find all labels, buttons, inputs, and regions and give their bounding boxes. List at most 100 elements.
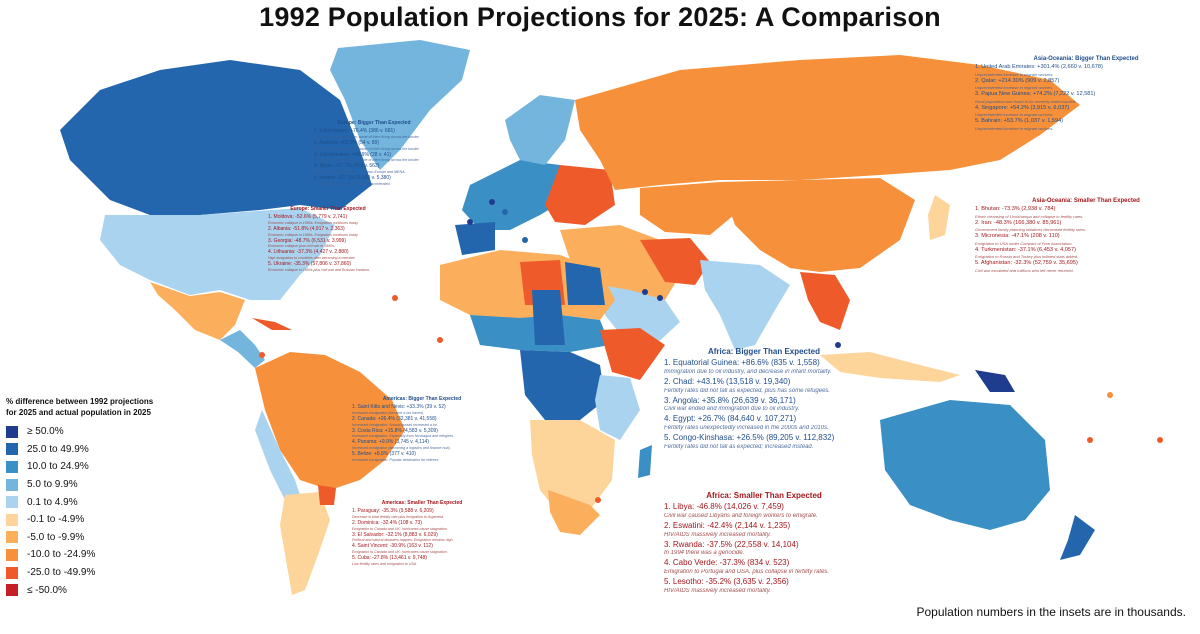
inset-entry-note: Fertility rates did not fall as expected… <box>664 387 831 394</box>
inset-entry: 1. Bhutan: -73.3% (2,938 v. 784) <box>975 206 1056 212</box>
region-usa <box>100 208 335 300</box>
inset-entry: 5. Ukraine: -35.3% (57,806 v. 37,860) <box>268 261 352 267</box>
inset-entry-note: Civil war ended and immigration due to o… <box>664 406 800 413</box>
inset-title: Americas: Smaller Than Expected <box>381 500 463 506</box>
inset-title: Americas: Bigger Than Expected <box>382 396 462 402</box>
legend-item: -0.1 to -4.9% <box>6 511 156 529</box>
inset-entry: 2. Dominica: -32.4% (108 v. 73) <box>352 519 422 526</box>
inset-entry-note: Increased immigration. Annual quotas inc… <box>352 422 438 427</box>
legend-label: -5.0 to -9.9% <box>27 531 85 543</box>
inset-entry: 5. Afghanistan: -32.3% (52,759 v. 35,695… <box>975 260 1078 267</box>
region-southeast-asia <box>800 272 850 330</box>
legend-title-line1: % difference between 1992 projections <box>6 397 154 406</box>
region-eastern-europe <box>545 165 615 225</box>
legend-label: -25.0 to -49.9% <box>27 567 96 579</box>
dot-small-country <box>595 497 601 503</box>
inset-entry-note: Low fertility rates and emigration to US… <box>352 561 418 566</box>
legend-title-line2: for 2025 and actual population in 2025 <box>6 408 151 417</box>
inset-entry-note: High emigration to countries after becom… <box>268 256 356 260</box>
legend-swatch <box>6 478 18 491</box>
inset-entry: 2. Albania: -51.8% (4,917 v. 2,363) <box>268 225 345 232</box>
inset-entry-note: Unprecedented immigration from non-Europ… <box>314 170 406 174</box>
inset-entry: 5. Cuba: -27.8% (13,461 v. 9,748) <box>352 555 427 561</box>
legend-item: ≤ -50.0% <box>6 581 156 599</box>
dot-small-country <box>259 352 265 358</box>
region-iran <box>640 238 710 285</box>
inset-title: Asia-Oceania: Smaller Than Expected <box>1032 198 1140 204</box>
region-greenland <box>330 40 470 170</box>
inset-entry-note: Emigration to USA under Compact of Free … <box>975 240 1073 246</box>
inset-entry: 2. Chad: +43.1% (13,518 v. 19,340) <box>664 376 791 386</box>
inset-entry: 3. El Salvador: -32.1% (8,883 v. 6,029) <box>352 531 438 538</box>
inset-entry: 5. Congo-Kinshasa: +26.5% (89,205 v. 112… <box>664 433 835 443</box>
region-peru-bolivia <box>255 410 300 500</box>
legend-swatch <box>6 496 18 509</box>
inset-americas-smaller: Americas: Smaller Than Expected 1. Parag… <box>352 500 492 567</box>
legend-swatch <box>6 531 18 544</box>
inset-entry: 5. Lesotho: -35.2% (3,635 v. 2,356) <box>664 577 789 587</box>
inset-entry: 1. United Arab Emirates: +301.4% (2,660 … <box>975 64 1103 70</box>
inset-title: Africa: Bigger Than Expected <box>707 347 821 356</box>
legend-rows: ≥ 50.0% 25.0 to 49.9% 10.0 to 24.9% 5.0 to … <box>6 423 156 599</box>
legend-item: -25.0 to -49.9% <box>6 564 156 582</box>
region-scandinavia <box>505 95 575 165</box>
dot-small-country <box>502 209 508 215</box>
inset-entry-note: Unprecedented increase in migrant worker… <box>975 71 1054 77</box>
dot-small-country <box>1087 437 1093 443</box>
region-south-asia <box>700 260 790 350</box>
inset-entry: 3. Liechtenstein: +46.9% (28 v. 41) <box>314 151 392 158</box>
inset-africa-bigger: Africa: Bigger Than Expected 1. Equatori… <box>664 347 864 452</box>
inset-entries: 1. Bhutan: -73.3% (2,938 v. 784) Ethnic c… <box>975 206 1197 273</box>
inset-entry-note: Civil war caused Libyans and foreign wor… <box>664 512 818 519</box>
region-central-america <box>220 330 265 368</box>
footnote: Population numbers in the insets are in … <box>916 605 1186 619</box>
region-south-america-north <box>255 352 405 490</box>
inset-entries: 1. Saint Kitts and Nevis: +33.3% (39 v. … <box>352 404 492 462</box>
inset-entry-note: Magnet for foreign workers; some of them… <box>314 158 420 163</box>
legend-label: 5.0 to 9.9% <box>27 479 78 491</box>
legend-item: 0.1 to 4.9% <box>6 493 156 511</box>
region-horn <box>600 328 665 380</box>
region-mexico <box>150 282 245 340</box>
inset-asia-bigger: Asia-Oceania: Bigger Than Expected 1. Un… <box>975 56 1197 132</box>
region-canada <box>60 60 372 215</box>
inset-entry-note: Emigration slowed and immigration accele… <box>314 181 391 186</box>
legend: % difference between 1992 projections fo… <box>6 396 156 599</box>
inset-title: Europe: Smaller Than Expected <box>290 206 366 212</box>
inset-europe-smaller: Europe: Smaller Than Expected 1. Moldova… <box>268 206 388 273</box>
legend-title: % difference between 1992 projections fo… <box>6 396 156 418</box>
region-chad <box>532 290 565 345</box>
inset-entry: 2. Canada: +26.4% (32,381 v. 41,558) <box>352 415 437 422</box>
region-australia <box>880 400 1050 530</box>
inset-entry-note: Civil war escalated and millions who lef… <box>975 267 1074 273</box>
inset-americas-bigger: Americas: Bigger Than Expected 1. Saint … <box>352 396 492 463</box>
world-map <box>0 38 1200 598</box>
inset-entry: 1. Paraguay: -35.3% (9,588 v. 6,209) <box>352 508 434 514</box>
dot-small-country <box>489 199 495 205</box>
legend-swatch <box>6 548 18 561</box>
inset-title: Africa: Smaller Than Expected <box>706 491 822 500</box>
inset-entries: 1. Libya: -46.8% (14,026 v. 7,459) Civil … <box>664 502 864 594</box>
inset-entry-note: Magnet for foreign workers; some of them… <box>314 134 420 139</box>
inset-entry-note: Fertility rates did not fall as expected… <box>664 443 814 450</box>
legend-item: -5.0 to -9.9% <box>6 529 156 547</box>
inset-entry: 4. Lithuania: -37.3% (4,427 v. 2,880) <box>268 249 349 256</box>
inset-entry-note: Economic collapse in 1990s. Emigration c… <box>268 220 359 225</box>
legend-label: ≤ -50.0% <box>27 584 67 596</box>
inset-entry: 2. Eswatini: -42.4% (2,144 v. 1,235) <box>664 520 791 530</box>
inset-entry: 3. Costa Rica: +15.8% (4,583 v. 5,309) <box>352 427 438 434</box>
dot-small-country <box>1107 392 1113 398</box>
inset-entry-note: Increased immigration (became a tax have… <box>352 410 425 415</box>
region-new-zealand <box>1060 515 1095 560</box>
region-russia <box>575 55 1080 190</box>
inset-entry-note: Economic collapse in 1990s plus civil wa… <box>268 267 371 272</box>
region-egypt <box>565 262 605 305</box>
inset-entry: 2. Andorra: +65.0% (54 v. 89) <box>314 139 380 146</box>
inset-europe-bigger: Europe: Bigger Than Expected 1. Luxembou… <box>314 120 434 187</box>
region-cuba <box>252 318 292 330</box>
inset-entry: 1. Equatorial Guinea: +86.6% (835 v. 1,5… <box>664 358 820 367</box>
legend-swatch <box>6 584 18 597</box>
inset-entry-note: Unprecedented increase in migrant worker… <box>975 85 1054 91</box>
dot-small-country <box>437 337 443 343</box>
inset-entry: 1. Moldova: -52.6% (5,779 v. 2,741) <box>268 214 348 220</box>
